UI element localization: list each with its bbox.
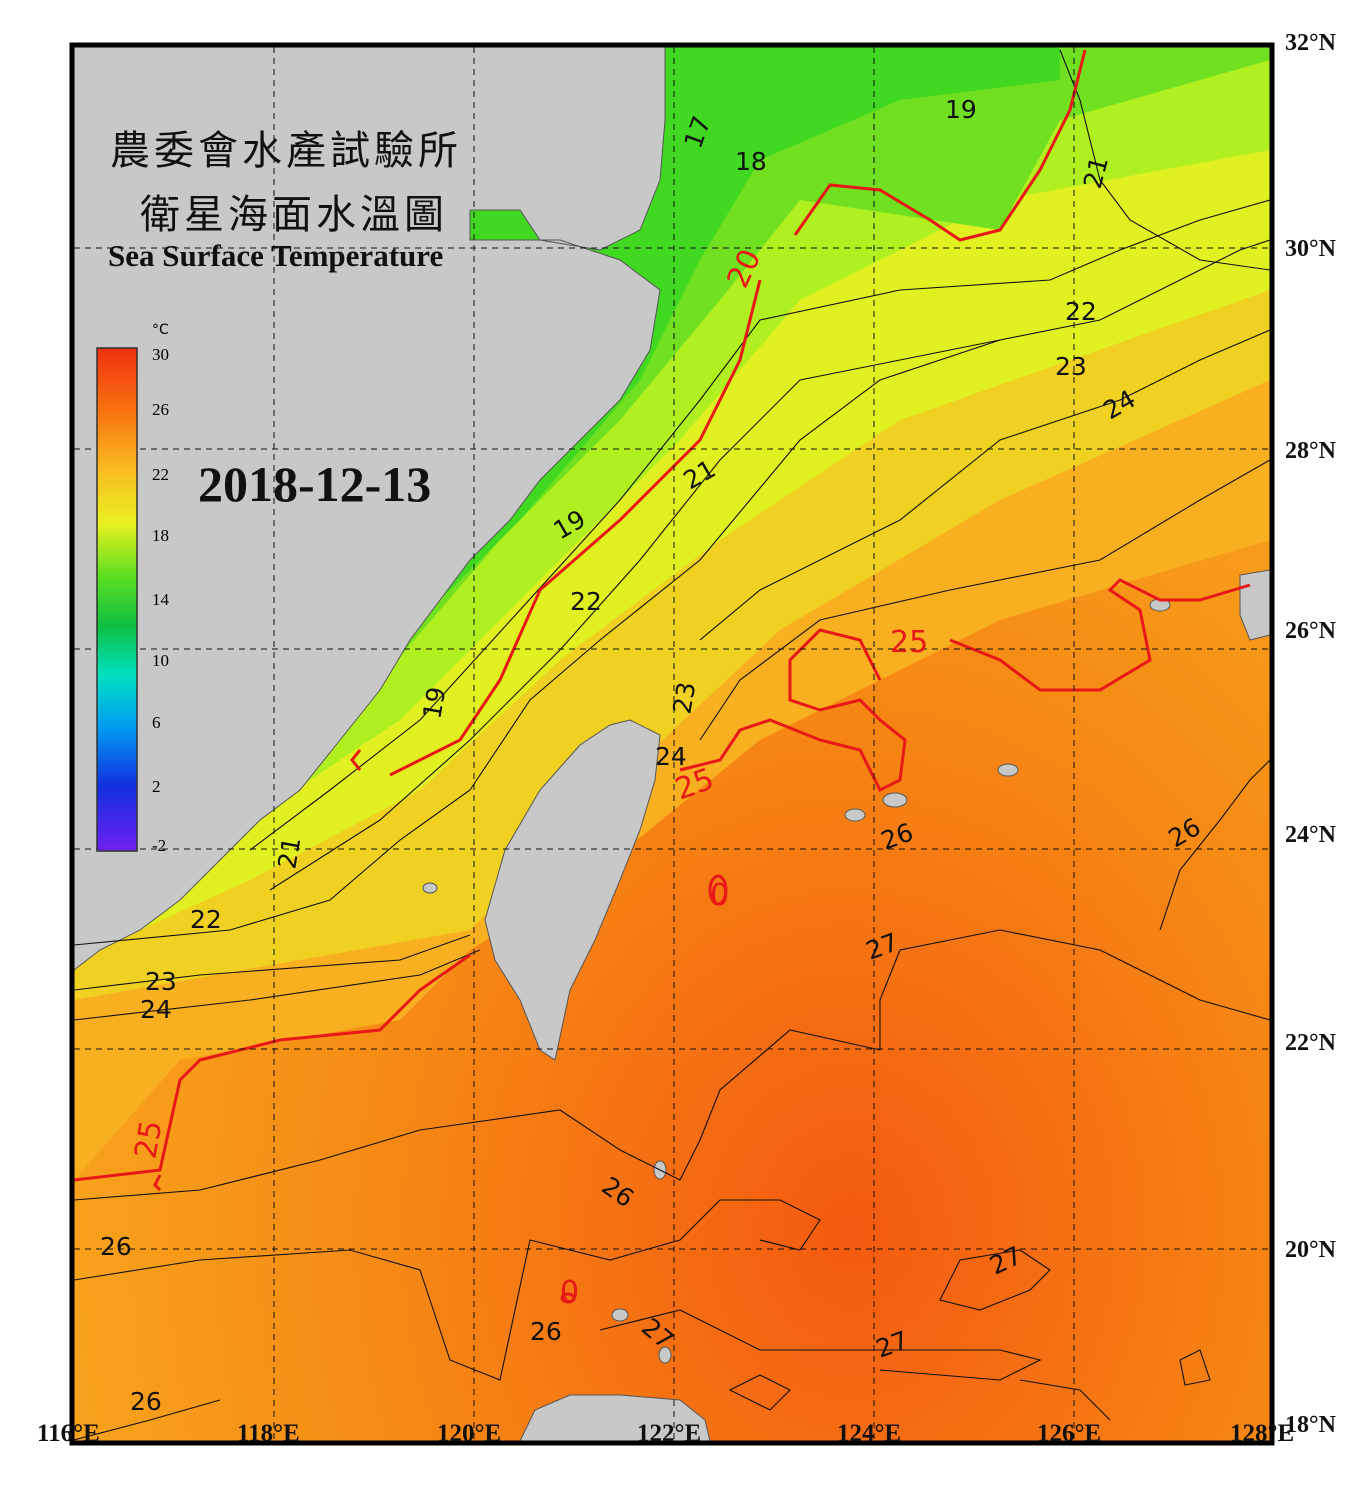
isotherm-label: 22 xyxy=(190,905,222,934)
isotherm-label: 23 xyxy=(1055,352,1087,381)
major-isotherm-label: 0 xyxy=(560,1275,579,1310)
colorbar-tick: 22 xyxy=(152,465,169,484)
colorbar xyxy=(96,347,138,852)
major-isotherm-label: 25 xyxy=(128,1118,169,1162)
isotherm-label: 26 xyxy=(100,1232,132,1261)
isotherm-label: 18 xyxy=(735,147,767,176)
isotherm-label: 26 xyxy=(530,1317,562,1346)
colorbar-unit: °C xyxy=(152,322,169,338)
map-frame xyxy=(69,42,1275,1446)
lon-label: 118°E xyxy=(237,1420,300,1447)
taiwan-island xyxy=(484,719,661,1061)
isotherm-label: 19 xyxy=(417,685,451,721)
isotherm-label: 24 xyxy=(140,995,172,1024)
major-isotherms xyxy=(74,49,1251,1304)
major-isotherm-label: 0 xyxy=(710,878,729,913)
lat-label: 30°N xyxy=(1285,236,1336,262)
title-zh-map: 衛星海面水溫圖 xyxy=(140,192,448,238)
colorbar-tick: 26 xyxy=(152,400,169,419)
lon-label: 126°E xyxy=(1037,1420,1102,1447)
isotherm-label: 24 xyxy=(655,742,687,771)
isotherm-label: 26 xyxy=(130,1387,162,1416)
lat-label: 32°N xyxy=(1285,30,1336,56)
minor-isotherms xyxy=(74,49,1270,1441)
isotherm-label: 23 xyxy=(145,967,177,996)
lat-label: 22°N xyxy=(1285,1030,1336,1056)
isotherm-label: 22 xyxy=(1065,297,1097,326)
colorbar-tick: 10 xyxy=(152,651,169,670)
graticule xyxy=(74,47,1270,1441)
colorbar-tick: 18 xyxy=(152,526,169,545)
colorbar-tick: 2 xyxy=(152,777,161,796)
luzon-island xyxy=(519,1394,711,1441)
colorbar-tick: 30 xyxy=(152,345,169,364)
lon-label: 128°E xyxy=(1230,1420,1295,1447)
map-date: 2018-12-13 xyxy=(198,456,432,512)
isotherm-label: 22 xyxy=(570,587,602,616)
isotherm-label: 23 xyxy=(667,680,701,716)
lat-label: 24°N xyxy=(1285,822,1336,848)
colorbar-tick: 6 xyxy=(152,713,161,732)
isotherm-label: 21 xyxy=(272,835,306,871)
title-zh-agency: 農委會水產試驗所 xyxy=(110,128,462,174)
lat-label: 28°N xyxy=(1285,438,1336,464)
lat-label: 20°N xyxy=(1285,1237,1336,1263)
lon-label: 120°E xyxy=(437,1420,502,1447)
lat-label: 26°N xyxy=(1285,618,1336,644)
isotherm-label: 19 xyxy=(945,95,977,124)
lon-label: 124°E xyxy=(837,1420,902,1447)
title-en: Sea Surface Temperature xyxy=(108,238,444,273)
colorbar-tick: 14 xyxy=(152,590,169,609)
lat-label: 18°N xyxy=(1285,1412,1336,1438)
china-coast xyxy=(74,47,666,971)
lon-label: 122°E xyxy=(637,1420,702,1447)
lon-label: 116°E xyxy=(37,1420,100,1447)
major-isotherm-label: 25 xyxy=(890,625,928,660)
colorbar-tick: -2 xyxy=(152,836,167,855)
